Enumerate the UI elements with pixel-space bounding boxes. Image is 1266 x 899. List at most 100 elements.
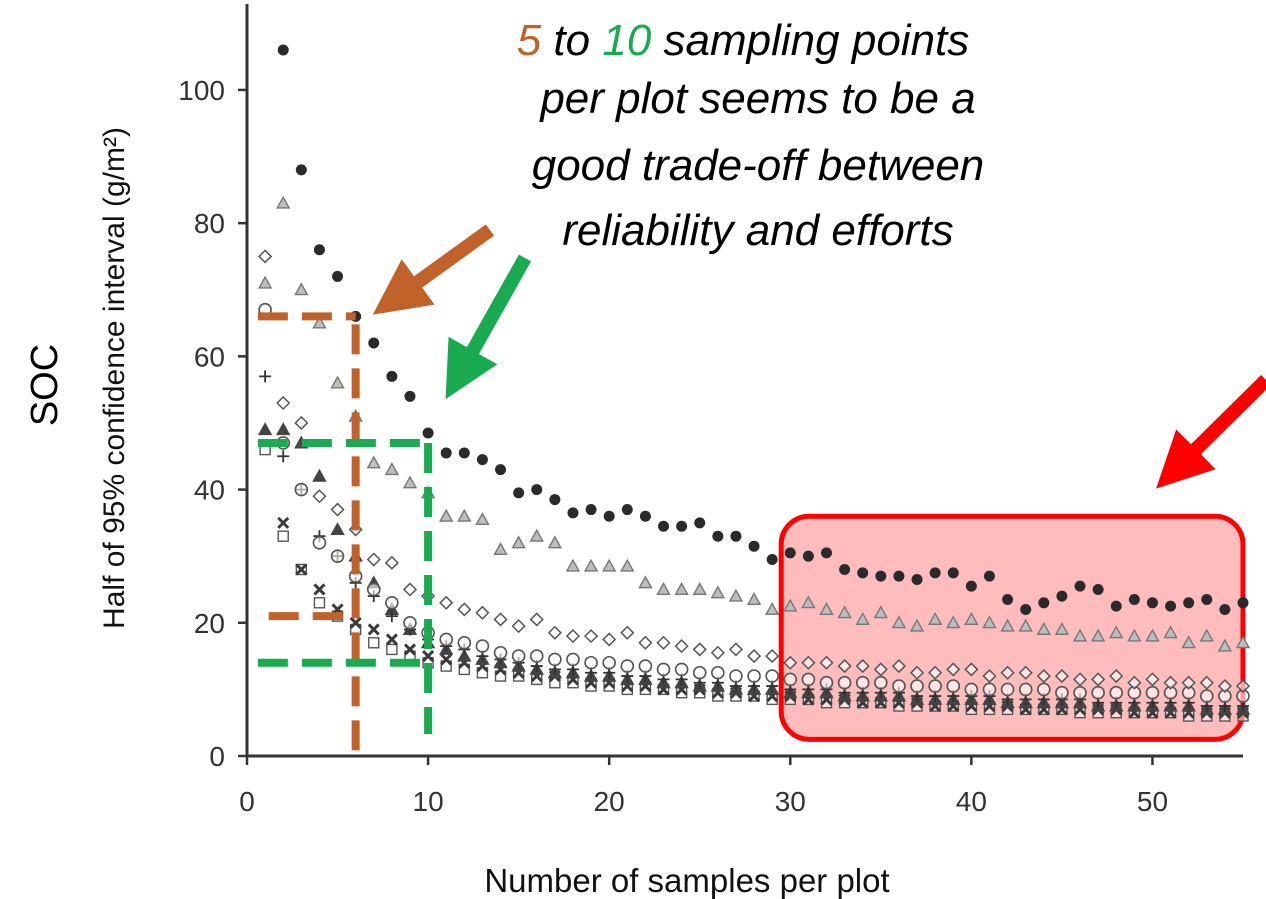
data-point (1002, 593, 1014, 605)
data-point (258, 249, 273, 264)
data-point (746, 592, 762, 605)
data-point (676, 520, 688, 532)
data-point (656, 662, 671, 677)
data-point (312, 489, 327, 504)
data-point (330, 502, 345, 517)
data-point (312, 315, 327, 329)
data-point (583, 558, 599, 572)
annotation-line-1: 5 to 10 sampling points (517, 16, 970, 65)
data-point (403, 615, 417, 630)
data-point (475, 605, 490, 620)
y-tick-label: 40 (194, 475, 225, 506)
data-point (873, 662, 888, 677)
data-point (819, 655, 834, 670)
data-point (1127, 675, 1142, 690)
data-point (765, 649, 780, 664)
data-point (674, 639, 689, 654)
data-point (946, 679, 961, 693)
data-point (386, 370, 398, 382)
data-point (458, 447, 470, 459)
data-point (692, 642, 707, 657)
data-point (402, 475, 418, 489)
data-point (674, 582, 689, 595)
x-tick-label: 10 (413, 786, 444, 817)
data-point (891, 659, 906, 674)
data-point (911, 573, 923, 585)
data-point (276, 395, 291, 411)
data-point (909, 665, 925, 680)
data-point (656, 635, 671, 650)
data-point (929, 567, 941, 579)
data-point (1018, 682, 1033, 697)
data-point (277, 450, 290, 463)
data-point (1217, 638, 1233, 652)
data-point (855, 612, 870, 625)
data-point (457, 635, 472, 650)
x-axis-label: Number of samples per plot (484, 862, 889, 899)
data-point (422, 650, 435, 663)
data-point (1037, 682, 1051, 697)
x-tick-label: 30 (775, 786, 806, 817)
axis-ticks: 0 10 20 30 40 50 0 20 40 60 80 100 (178, 75, 1168, 817)
data-point (313, 597, 326, 609)
data-point (748, 540, 760, 552)
annotation-part: 5 (517, 16, 542, 65)
data-point (295, 563, 308, 576)
data-point (366, 455, 381, 469)
data-point (529, 649, 544, 663)
data-point (332, 270, 344, 282)
data-point (964, 662, 979, 677)
data-point (277, 530, 289, 542)
data-point (784, 547, 796, 559)
data-point (384, 555, 399, 570)
x-tick-label: 50 (1137, 786, 1168, 817)
data-point (277, 516, 290, 529)
data-point (367, 623, 380, 636)
data-point (565, 558, 581, 572)
data-point (692, 582, 707, 595)
data-point (1165, 600, 1177, 612)
data-point (439, 595, 454, 610)
data-point (475, 512, 490, 526)
reference-lines (257, 224, 532, 754)
y-axis-label: Half of 95% confidence interval (g/m²) (98, 127, 131, 629)
data-point (710, 645, 725, 660)
data-point (312, 468, 327, 482)
data-point (1183, 597, 1195, 609)
data-point (276, 195, 291, 209)
data-point (801, 672, 816, 687)
x-tick-label: 20 (594, 786, 625, 817)
data-point (638, 659, 653, 673)
data-point (475, 639, 490, 653)
data-point (983, 570, 995, 582)
data-point (964, 612, 979, 625)
data-point (638, 635, 653, 650)
data-point (1054, 669, 1069, 684)
y-tick-label: 60 (194, 341, 225, 372)
data-point (313, 583, 326, 596)
data-point (529, 528, 544, 542)
data-point (584, 629, 599, 644)
data-point (658, 520, 670, 532)
data-point (928, 679, 942, 693)
data-point (621, 504, 633, 516)
data-point (566, 652, 580, 667)
data-point (1020, 603, 1032, 615)
data-point (730, 530, 742, 542)
x-tick-label: 40 (956, 786, 987, 817)
data-point (294, 282, 309, 296)
data-point (728, 642, 744, 657)
data-point (964, 682, 979, 697)
data-point (764, 602, 780, 615)
data-point (620, 659, 635, 673)
data-point (294, 482, 309, 497)
data-point (1091, 685, 1105, 700)
data-point (439, 632, 454, 647)
data-point (638, 575, 653, 589)
data-point (1091, 672, 1106, 687)
data-point (1055, 685, 1069, 700)
data-point (1163, 675, 1178, 690)
data-points (257, 44, 1251, 722)
data-point (511, 535, 526, 549)
